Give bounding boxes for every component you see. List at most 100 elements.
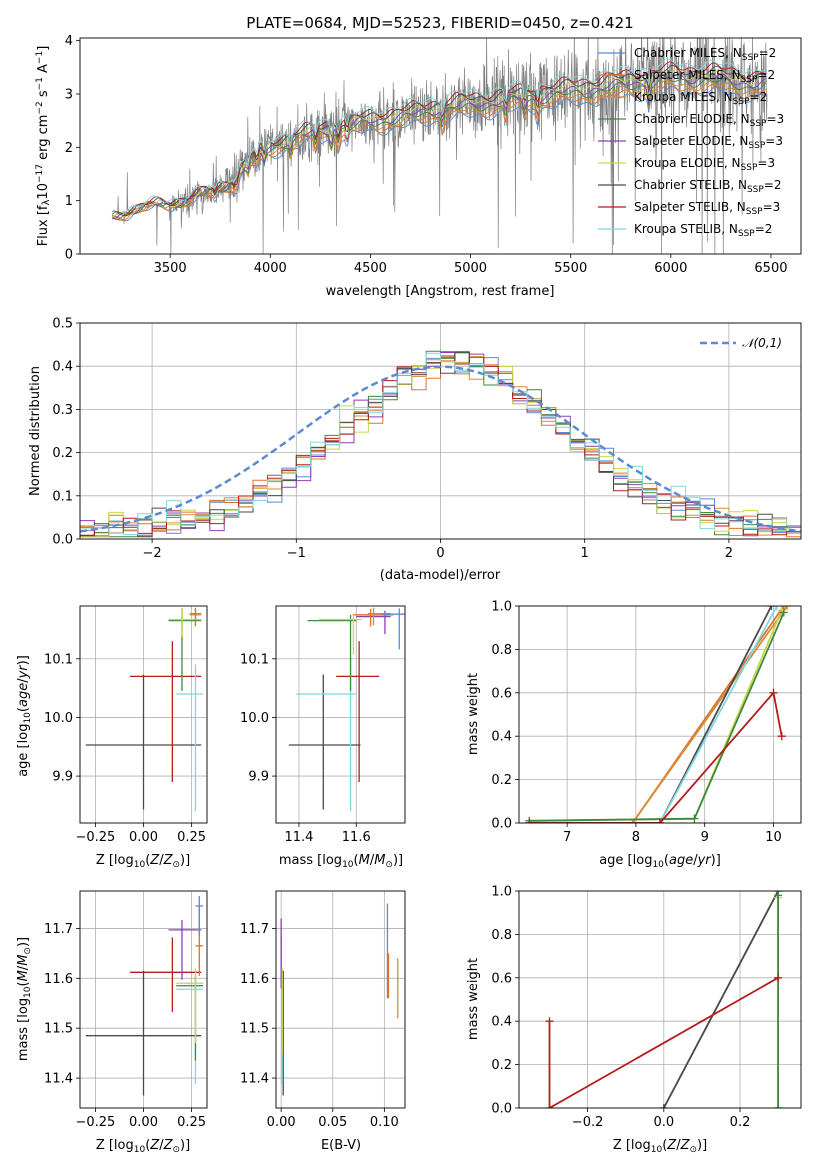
plus-marker — [774, 891, 783, 900]
x-tick-label: 8 — [632, 830, 640, 845]
z-age-xlabel: Z [log10(Z/Z⊙)] — [96, 853, 190, 870]
y-tick-label: 11.7 — [44, 922, 73, 937]
y-tick-label: 2 — [65, 141, 73, 156]
y-tick-label: 0.2 — [52, 446, 73, 461]
x-tick-label: 0.2 — [730, 1115, 751, 1130]
legend-entry-label: Salpeter STELIB, NSSP=3 — [634, 200, 780, 217]
x-tick-label: −0.2 — [572, 1115, 604, 1130]
y-tick-label: 10.0 — [240, 711, 269, 726]
x-tick-label: 4500 — [354, 261, 387, 276]
x-tick-label: 9 — [701, 830, 709, 845]
model-spectrum-line — [111, 76, 767, 220]
plus-marker — [779, 608, 788, 617]
x-tick-label: 5000 — [454, 261, 487, 276]
plot-area — [545, 891, 783, 1108]
y-tick-label: 1.0 — [491, 600, 512, 615]
axes-frame — [275, 605, 406, 824]
legend-entry-label: Salpeter ELODIE, NSSP=3 — [634, 134, 783, 151]
y-tick-label: 10.1 — [44, 652, 73, 667]
x-tick-label: 0 — [436, 546, 444, 561]
y-tick-label: 0.0 — [491, 817, 512, 832]
model-spectrum-line — [111, 58, 767, 216]
z-cum-ylabel: mass weight — [466, 958, 481, 1040]
plot-area — [85, 607, 204, 812]
x-tick-label: 0.00 — [267, 1115, 296, 1130]
x-tick-label: −2 — [143, 546, 162, 561]
y-tick-label: 11.4 — [240, 1072, 269, 1087]
y-tick-label: 0 — [65, 248, 73, 263]
metallicity-mass-weight-panel: −0.2 0.0 0.2 0.0 0.2 0.4 0.6 0.8 1.0 — [491, 885, 802, 1130]
ebv-mass-xlabel: E(B-V) — [321, 1138, 361, 1153]
x-tick-label: 6500 — [754, 261, 787, 276]
plus-marker — [767, 606, 776, 610]
plus-marker — [769, 688, 778, 697]
metallicity-mass-panel: −0.25 0.00 0.25 11.4 11.5 11.6 11.7 — [44, 890, 208, 1130]
y-tick-label: 0.0 — [52, 533, 73, 548]
plus-marker — [656, 819, 664, 823]
residuals-legend: 𝒩(0,1) — [700, 336, 782, 350]
y-tick-label: 11.5 — [240, 1022, 269, 1037]
x-tick-label: −0.25 — [75, 1115, 115, 1130]
spectrum-xlabel: wavelength [Angstrom, rest frame] — [326, 284, 555, 299]
mass-age-xlabel: mass [log10(M/M⊙)] — [279, 853, 403, 870]
y-tick-label: 0.3 — [52, 403, 73, 418]
x-tick-label: −1 — [287, 546, 306, 561]
residual-histogram-panel: −2 −1 0 1 2 0.0 0.1 0.2 0.3 0.4 0.5 — [52, 317, 802, 561]
age-mass-weight-panel: 7 8 9 10 0.0 0.2 0.4 0.6 0.8 1.0 — [491, 600, 802, 845]
x-tick-label: 6000 — [654, 261, 687, 276]
y-tick-label: 11.7 — [240, 922, 269, 937]
plus-marker — [525, 819, 534, 823]
figure-title: PLATE=0684, MJD=52523, FIBERID=0450, z=0… — [246, 14, 633, 32]
y-tick-label: 0.2 — [491, 773, 512, 788]
y-tick-label: 0.4 — [52, 360, 73, 375]
metallicity-age-panel: −0.25 0.00 0.25 9.9 10.0 10.1 — [44, 605, 208, 845]
axes-frame — [518, 605, 802, 824]
gaussian-curve — [80, 365, 801, 533]
residual-histogram-step — [80, 352, 801, 535]
plot-area — [85, 895, 204, 1096]
y-tick-label: 0.6 — [491, 686, 512, 701]
axes-frame — [518, 890, 802, 1109]
x-tick-label: 2 — [725, 546, 733, 561]
residuals-ylabel: Normed distribution — [28, 366, 43, 496]
y-tick-label: 1.0 — [491, 885, 512, 900]
legend-entry-label: Chabrier STELIB, NSSP=2 — [634, 178, 782, 195]
residuals-xlabel: (data-model)/error — [380, 568, 501, 583]
x-tick-label: 0.00 — [129, 830, 158, 845]
x-tick-label: 5500 — [554, 261, 587, 276]
plus-marker — [690, 814, 699, 823]
y-tick-label: 0.5 — [52, 317, 73, 332]
ebv-mass-panel: 0.00 0.05 0.10 11.4 11.5 11.6 11.7 — [240, 890, 406, 1130]
mass-age-panel: 11.4 11.6 9.9 10.0 10.1 — [240, 605, 406, 845]
y-tick-label: 3 — [65, 88, 73, 103]
x-tick-label: 10 — [765, 830, 782, 845]
z-cum-xlabel: Z [log10(Z/Z⊙)] — [613, 1138, 707, 1155]
y-tick-label: 4 — [65, 34, 73, 49]
z-age-ylabel: age [log10(age/yr)] — [16, 655, 33, 777]
x-tick-label: −0.25 — [75, 830, 115, 845]
legend-entry-label: Chabrier MILES, NSSP=2 — [634, 46, 776, 63]
y-tick-label: 0.1 — [52, 489, 73, 504]
axes-frame — [275, 890, 406, 1109]
gaussian-legend-label: 𝒩(0,1) — [742, 336, 782, 350]
legend-entry-label: Kroupa STELIB, NSSP=2 — [634, 222, 772, 239]
axes-frame — [79, 37, 802, 255]
x-tick-label: 0.10 — [370, 1115, 399, 1130]
y-tick-label: 0.0 — [491, 1102, 512, 1117]
plus-marker — [545, 1017, 554, 1026]
y-tick-label: 11.6 — [240, 972, 269, 987]
age-cum-xlabel: age [log10(age/yr)] — [599, 853, 721, 870]
y-tick-label: 11.6 — [44, 972, 73, 987]
y-tick-label: 0.8 — [491, 928, 512, 943]
axes-frame — [79, 890, 208, 1109]
y-tick-label: 10.1 — [240, 652, 269, 667]
spectrum-legend: Chabrier MILES, NSSP=2 Salpeter MILES, NS… — [598, 46, 784, 239]
axes-frame — [79, 322, 802, 540]
x-tick-label: 11.4 — [284, 830, 313, 845]
y-tick-label: 0.2 — [491, 1058, 512, 1073]
y-tick-label: 0.6 — [491, 971, 512, 986]
plot-area — [525, 606, 792, 823]
mass-weight-line — [548, 977, 779, 1108]
plot-area — [111, 38, 768, 254]
